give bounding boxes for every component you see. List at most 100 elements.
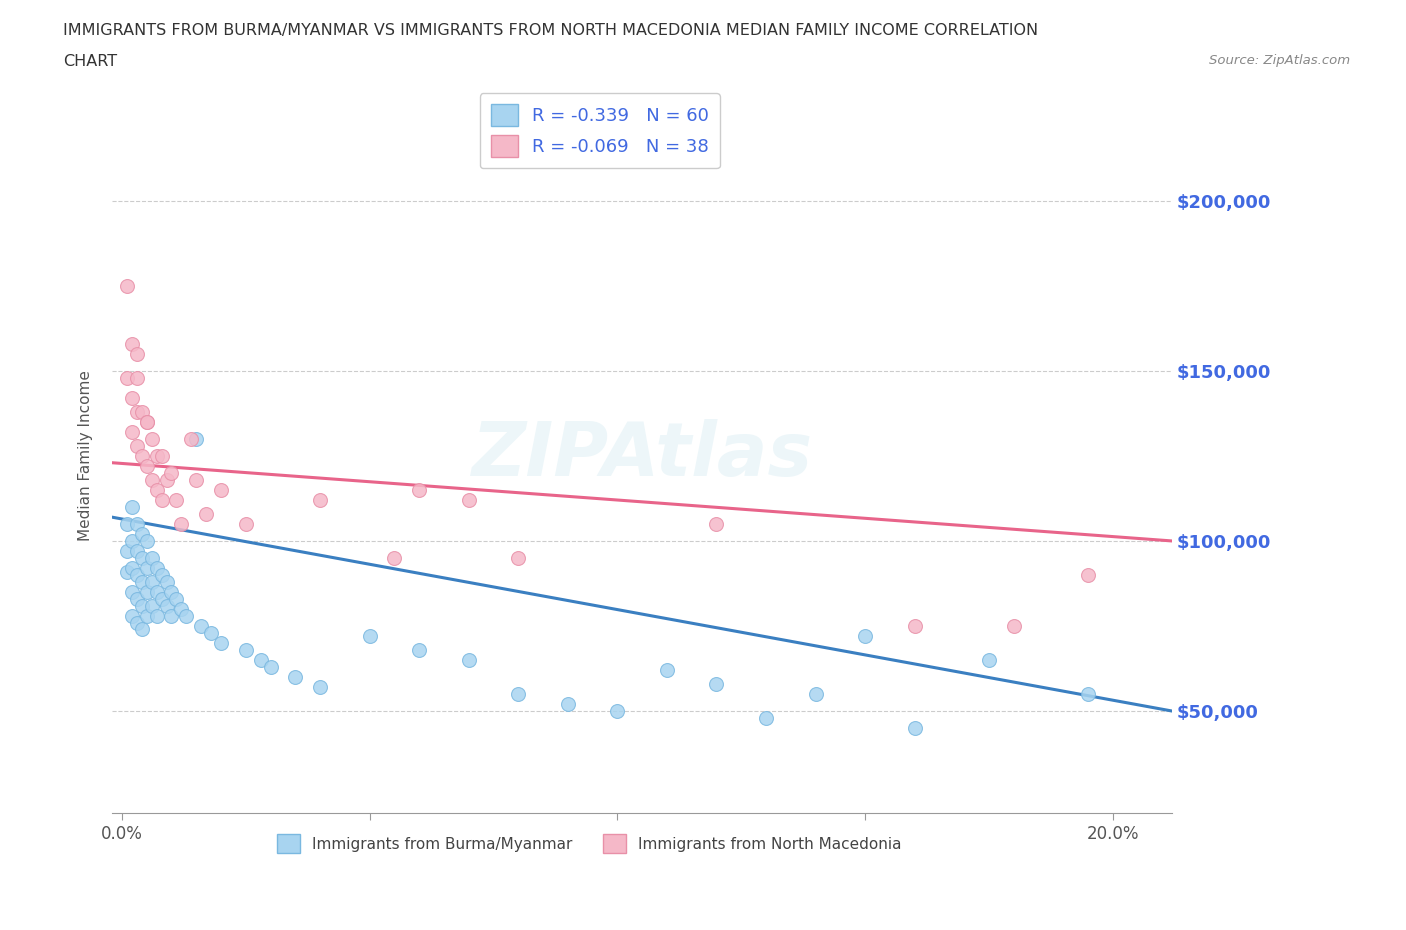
Point bbox=[150, 591, 173, 606]
Point bbox=[125, 591, 148, 606]
Point bbox=[115, 278, 138, 293]
Point bbox=[141, 575, 163, 590]
Point bbox=[125, 544, 148, 559]
Point bbox=[235, 516, 257, 531]
Point bbox=[125, 438, 148, 453]
Point bbox=[131, 551, 153, 565]
Point bbox=[155, 472, 177, 487]
Point bbox=[408, 643, 430, 658]
Point bbox=[115, 516, 138, 531]
Text: Source: ZipAtlas.com: Source: ZipAtlas.com bbox=[1209, 54, 1350, 67]
Point bbox=[131, 526, 153, 541]
Point bbox=[115, 565, 138, 579]
Text: CHART: CHART bbox=[63, 54, 117, 69]
Text: IMMIGRANTS FROM BURMA/MYANMAR VS IMMIGRANTS FROM NORTH MACEDONIA MEDIAN FAMILY I: IMMIGRANTS FROM BURMA/MYANMAR VS IMMIGRA… bbox=[63, 23, 1039, 38]
Point bbox=[176, 608, 198, 623]
Point bbox=[186, 432, 208, 446]
Point bbox=[165, 493, 187, 508]
Point bbox=[180, 432, 202, 446]
Point bbox=[145, 561, 167, 576]
Point bbox=[655, 663, 678, 678]
Point bbox=[155, 598, 177, 613]
Point bbox=[235, 643, 257, 658]
Point bbox=[706, 516, 728, 531]
Point bbox=[309, 493, 332, 508]
Point bbox=[1077, 567, 1099, 582]
Point bbox=[804, 686, 827, 701]
Point bbox=[141, 551, 163, 565]
Point bbox=[557, 697, 579, 711]
Point bbox=[170, 516, 193, 531]
Point bbox=[384, 551, 406, 565]
Point bbox=[165, 591, 187, 606]
Point bbox=[457, 653, 479, 668]
Point bbox=[121, 534, 143, 549]
Point bbox=[131, 448, 153, 463]
Point bbox=[135, 415, 157, 430]
Point bbox=[145, 585, 167, 600]
Point bbox=[131, 598, 153, 613]
Point bbox=[121, 391, 143, 405]
Point bbox=[904, 721, 927, 736]
Point bbox=[145, 483, 167, 498]
Point bbox=[284, 670, 307, 684]
Point bbox=[121, 608, 143, 623]
Point bbox=[135, 458, 157, 473]
Point bbox=[125, 567, 148, 582]
Point bbox=[135, 534, 157, 549]
Point bbox=[145, 608, 167, 623]
Point bbox=[125, 516, 148, 531]
Point bbox=[209, 635, 232, 650]
Point bbox=[135, 561, 157, 576]
Point bbox=[160, 585, 183, 600]
Point bbox=[160, 608, 183, 623]
Point bbox=[170, 602, 193, 617]
Point bbox=[195, 506, 218, 521]
Point bbox=[141, 432, 163, 446]
Point bbox=[508, 551, 530, 565]
Point bbox=[150, 567, 173, 582]
Point bbox=[150, 493, 173, 508]
Point bbox=[135, 608, 157, 623]
Point bbox=[359, 629, 381, 644]
Point bbox=[508, 686, 530, 701]
Point bbox=[121, 561, 143, 576]
Point bbox=[150, 448, 173, 463]
Y-axis label: Median Family Income: Median Family Income bbox=[79, 370, 93, 541]
Legend: Immigrants from Burma/Myanmar, Immigrants from North Macedonia: Immigrants from Burma/Myanmar, Immigrant… bbox=[271, 829, 908, 859]
Point bbox=[141, 598, 163, 613]
Point bbox=[904, 618, 927, 633]
Point bbox=[125, 346, 148, 361]
Point bbox=[457, 493, 479, 508]
Point bbox=[125, 615, 148, 630]
Point bbox=[1002, 618, 1025, 633]
Point bbox=[135, 415, 157, 430]
Point bbox=[209, 483, 232, 498]
Point bbox=[853, 629, 876, 644]
Point bbox=[309, 680, 332, 695]
Point bbox=[408, 483, 430, 498]
Point bbox=[755, 711, 778, 725]
Point bbox=[141, 472, 163, 487]
Point bbox=[121, 585, 143, 600]
Point bbox=[249, 653, 271, 668]
Point bbox=[160, 466, 183, 481]
Point bbox=[125, 370, 148, 385]
Point bbox=[121, 499, 143, 514]
Point bbox=[121, 425, 143, 440]
Point bbox=[135, 585, 157, 600]
Point bbox=[125, 405, 148, 419]
Point bbox=[1077, 686, 1099, 701]
Text: ZIPAtlas: ZIPAtlas bbox=[471, 419, 813, 492]
Point bbox=[131, 622, 153, 637]
Point bbox=[155, 575, 177, 590]
Point bbox=[190, 618, 212, 633]
Point bbox=[200, 625, 222, 640]
Point bbox=[145, 448, 167, 463]
Point bbox=[131, 575, 153, 590]
Point bbox=[115, 370, 138, 385]
Point bbox=[121, 337, 143, 352]
Point bbox=[977, 653, 1000, 668]
Point bbox=[259, 659, 281, 674]
Point bbox=[186, 472, 208, 487]
